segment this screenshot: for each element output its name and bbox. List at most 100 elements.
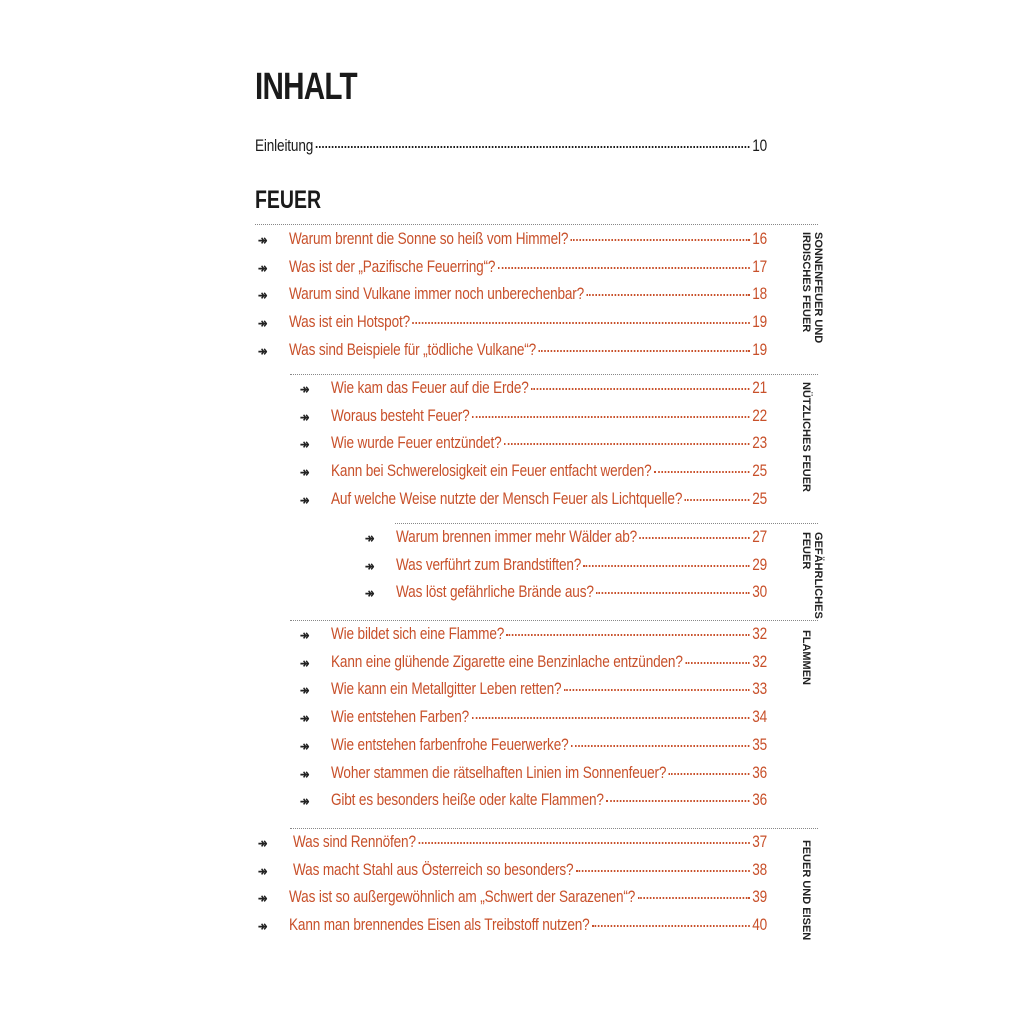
toc-entry[interactable]: ↠ Was sind Beispiele für „tödliche Vulkan… bbox=[258, 339, 767, 364]
double-arrow-right-icon: ↠ bbox=[300, 464, 309, 481]
entry-text: Warum sind Vulkane immer noch unberechen… bbox=[289, 284, 585, 304]
toc-entry[interactable]: ↠ Woher stammen die rätselhaften Linien i… bbox=[300, 762, 767, 787]
entry-text: Was ist so außergewöhnlich am „Schwert d… bbox=[289, 887, 636, 907]
entry-text: Kann bei Schwerelosigkeit ein Feuer entf… bbox=[331, 461, 652, 481]
toc-entry-intro[interactable]: Einleitung 10 bbox=[255, 136, 767, 160]
dot-leader bbox=[531, 388, 750, 390]
toc-entry[interactable]: ↠ Was ist ein Hotspot? 19 bbox=[258, 312, 767, 336]
entry-text: Kann eine glühende Zigarette eine Benzin… bbox=[331, 651, 683, 671]
toc-entry[interactable]: ↠ Kann bei Schwerelosigkeit ein Feuer ent… bbox=[300, 461, 767, 485]
entry-text: Wie wurde Feuer entzündet? bbox=[331, 433, 502, 453]
chapter-heading: FEUER bbox=[255, 186, 322, 214]
dot-leader bbox=[591, 925, 750, 928]
toc-entry[interactable]: ↠ Wie entstehen farbenfrohe Feuerwerke? 35 bbox=[300, 734, 767, 759]
double-arrow-right-icon: ↠ bbox=[365, 585, 374, 602]
dot-leader bbox=[471, 415, 750, 418]
entry-text: Was ist ein Hotspot? bbox=[289, 312, 411, 332]
toc-entry[interactable]: ↠ Was ist so außergewöhnlich am „Schwert … bbox=[258, 887, 767, 911]
entry-page: 32 bbox=[752, 651, 767, 671]
dot-leader bbox=[684, 498, 750, 501]
dot-leader bbox=[575, 869, 750, 872]
entry-text: Gibt es besonders heiße oder kalte Flamm… bbox=[331, 790, 604, 810]
entry-text: Kann man brennendes Eisen als Treibstoff… bbox=[289, 915, 590, 935]
entry-text: Was sind Rennöfen? bbox=[293, 832, 416, 851]
toc-entry[interactable]: ↠ Woraus besteht Feuer? 22 bbox=[300, 405, 767, 430]
entry-page: 10 bbox=[752, 136, 767, 155]
double-arrow-right-icon: ↠ bbox=[258, 890, 267, 907]
entry-page: 40 bbox=[752, 915, 767, 935]
entry-page: 27 bbox=[752, 527, 767, 546]
dot-leader bbox=[668, 772, 750, 775]
entry-text: Was sind Beispiele für „tödliche Vulkane… bbox=[289, 339, 537, 359]
dot-leader bbox=[570, 239, 750, 241]
entry-text: Woraus besteht Feuer? bbox=[331, 405, 470, 425]
entry-page: 38 bbox=[752, 859, 767, 879]
entry-page: 25 bbox=[752, 461, 767, 481]
entry-page: 36 bbox=[752, 762, 767, 782]
toc-entry[interactable]: ↠ Wie bildet sich eine Flamme? 32 bbox=[300, 624, 767, 648]
entry-text: Was verführt zum Brandstiften? bbox=[396, 554, 582, 574]
dot-leader bbox=[583, 564, 750, 567]
dot-leader bbox=[412, 322, 750, 325]
toc-entry[interactable]: ↠ Was ist der „Pazifische Feuerring“? 17 bbox=[258, 257, 767, 281]
double-arrow-right-icon: ↠ bbox=[300, 381, 309, 397]
dot-leader bbox=[418, 842, 750, 844]
entry-text: Wie kam das Feuer auf die Erde? bbox=[331, 378, 529, 397]
section-divider bbox=[290, 620, 818, 621]
entry-page: 29 bbox=[752, 554, 767, 574]
double-arrow-right-icon: ↠ bbox=[300, 710, 309, 727]
double-arrow-right-icon: ↠ bbox=[258, 342, 267, 359]
double-arrow-right-icon: ↠ bbox=[300, 793, 309, 810]
toc-entry[interactable]: ↠ Wie wurde Feuer entzündet? 23 bbox=[300, 433, 767, 457]
toc-entry[interactable]: ↠ Was macht Stahl aus Österreich so beson… bbox=[258, 859, 767, 884]
double-arrow-right-icon: ↠ bbox=[258, 835, 267, 851]
page-title: INHALT bbox=[255, 66, 358, 108]
double-arrow-right-icon: ↠ bbox=[300, 408, 309, 425]
toc-entry[interactable]: ↠ Warum brennt die Sonne so heiß vom Himm… bbox=[258, 229, 767, 253]
dot-leader bbox=[653, 471, 750, 474]
entry-text: Wie bildet sich eine Flamme? bbox=[331, 624, 505, 643]
dot-leader bbox=[315, 146, 750, 148]
entry-page: 34 bbox=[752, 707, 767, 727]
double-arrow-right-icon: ↠ bbox=[365, 530, 374, 546]
toc-entry[interactable]: ↠ Auf welche Weise nutzte der Mensch Feue… bbox=[300, 488, 767, 513]
dot-leader bbox=[596, 592, 750, 595]
double-arrow-right-icon: ↠ bbox=[300, 491, 309, 508]
entry-page: 30 bbox=[752, 582, 767, 602]
dot-leader bbox=[503, 443, 750, 446]
toc-entry[interactable]: ↠ Was sind Rennöfen? 37 bbox=[258, 832, 767, 856]
entry-page: 22 bbox=[752, 405, 767, 425]
section-divider bbox=[395, 523, 818, 524]
entry-page: 33 bbox=[752, 679, 767, 699]
entry-page: 16 bbox=[752, 229, 767, 248]
dot-leader bbox=[685, 661, 750, 664]
toc-entry[interactable]: ↠ Warum brennen immer mehr Wälder ab? 27 bbox=[365, 527, 767, 551]
section-label: FEUER UND EISEN bbox=[800, 840, 812, 941]
dot-leader bbox=[570, 744, 750, 747]
entry-page: 23 bbox=[752, 433, 767, 453]
dot-leader bbox=[497, 266, 750, 269]
double-arrow-right-icon: ↠ bbox=[258, 259, 267, 276]
toc-entry[interactable]: ↠ Kann man brennendes Eisen als Treibstof… bbox=[258, 915, 767, 939]
double-arrow-right-icon: ↠ bbox=[300, 682, 309, 699]
toc-entry[interactable]: ↠ Wie kam das Feuer auf die Erde? 21 bbox=[300, 378, 767, 402]
toc-entry[interactable]: ↠ Was löst gefährliche Brände aus? 30 bbox=[365, 582, 767, 606]
entry-page: 18 bbox=[752, 284, 767, 304]
toc-entry[interactable]: ↠ Warum sind Vulkane immer noch unbereche… bbox=[258, 284, 767, 308]
double-arrow-right-icon: ↠ bbox=[258, 918, 267, 935]
toc-entry[interactable]: ↠ Was verführt zum Brandstiften? 29 bbox=[365, 554, 767, 579]
dot-leader bbox=[563, 689, 750, 692]
entry-page: 35 bbox=[752, 734, 767, 754]
toc-entry[interactable]: ↠ Wie kann ein Metallgitter Leben retten?… bbox=[300, 679, 767, 703]
entry-page: 37 bbox=[752, 832, 767, 851]
entry-text: Auf welche Weise nutzte der Mensch Feuer… bbox=[331, 488, 683, 508]
entry-text: Woher stammen die rätselhaften Linien im… bbox=[331, 762, 667, 782]
entry-page: 19 bbox=[752, 312, 767, 332]
dot-leader bbox=[586, 294, 750, 297]
toc-entry[interactable]: ↠ Gibt es besonders heiße oder kalte Flam… bbox=[300, 790, 767, 814]
section-label: NÜTZLICHES FEUER bbox=[800, 382, 812, 492]
toc-entry[interactable]: ↠ Wie entstehen Farben? 34 bbox=[300, 707, 767, 731]
toc-entry[interactable]: ↠ Kann eine glühende Zigarette eine Benzi… bbox=[300, 651, 767, 676]
section-divider bbox=[255, 224, 818, 225]
